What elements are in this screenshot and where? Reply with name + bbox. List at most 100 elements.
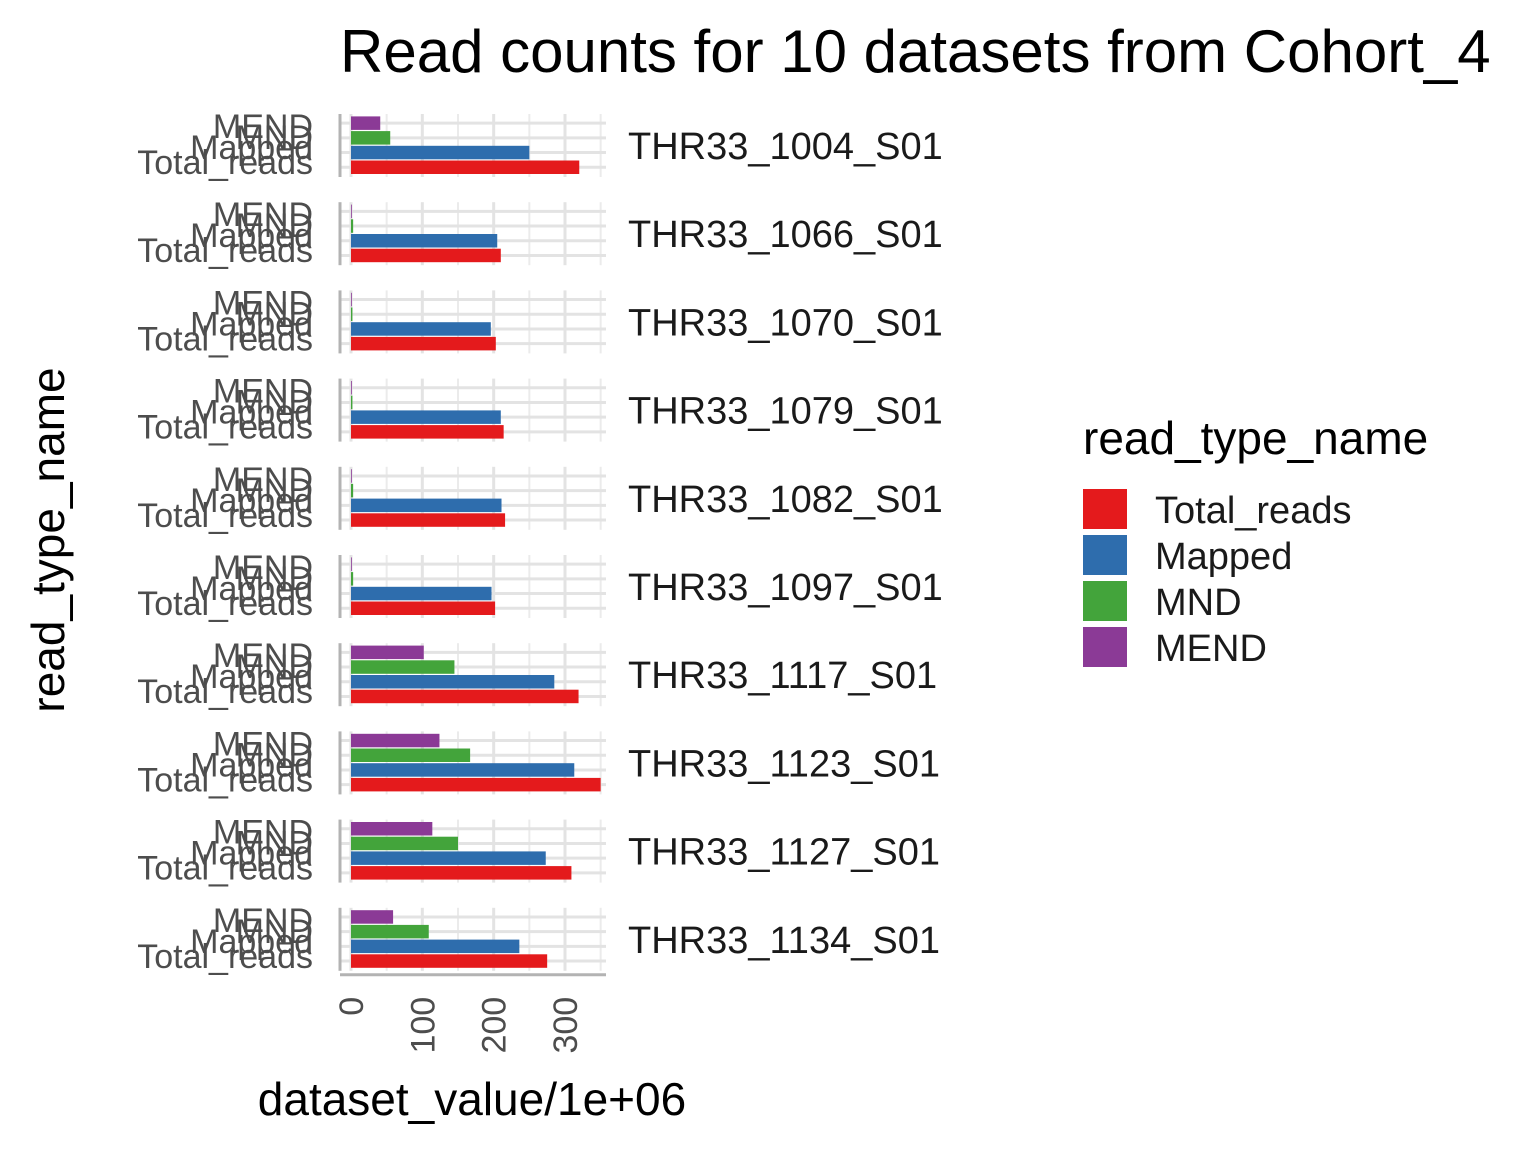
bar-mend bbox=[351, 645, 424, 660]
bar-mnd bbox=[351, 924, 429, 939]
facet-strip-label: THR33_1079_S01 bbox=[628, 391, 943, 433]
bar-total-reads bbox=[351, 601, 496, 615]
y-tick-label: Total_reads bbox=[137, 761, 313, 799]
bar-mnd bbox=[351, 483, 354, 498]
bar-total-reads bbox=[351, 777, 601, 792]
y-tick-label: MND bbox=[236, 736, 313, 774]
legend-key bbox=[1083, 535, 1127, 575]
y-tick-label: Total_reads bbox=[137, 409, 313, 447]
y-tick-label: MND bbox=[236, 648, 313, 686]
legend-label: MND bbox=[1155, 582, 1242, 624]
y-tick-label: MEND bbox=[213, 284, 313, 322]
bar-mnd bbox=[351, 131, 391, 145]
facet-strip-label: THR33_1123_S01 bbox=[628, 743, 940, 785]
bar-mend bbox=[351, 381, 352, 395]
y-axis-title: read_type_name bbox=[22, 367, 74, 712]
bar-mapped bbox=[351, 322, 491, 336]
y-tick-label: Total_reads bbox=[137, 850, 313, 888]
x-tick-label: 200 bbox=[476, 997, 514, 1054]
x-tick-label: 100 bbox=[404, 997, 442, 1054]
facet-strip-label: THR33_1004_S01 bbox=[628, 126, 943, 168]
y-tick-label: MEND bbox=[213, 814, 313, 852]
facet-strip-label: THR33_1066_S01 bbox=[628, 214, 943, 256]
y-tick-label: MEND bbox=[213, 108, 313, 146]
bar-total-reads bbox=[351, 248, 501, 263]
bar-mapped bbox=[351, 410, 501, 424]
x-tick-label: 0 bbox=[333, 997, 371, 1016]
bar-mend bbox=[351, 469, 352, 483]
y-tick-label: MEND bbox=[213, 725, 313, 763]
y-tick-label: Total_reads bbox=[137, 232, 313, 270]
bar-mnd bbox=[351, 395, 353, 410]
bar-total-reads bbox=[351, 336, 496, 351]
facet-strip-label: THR33_1097_S01 bbox=[628, 567, 943, 609]
y-tick-label: Mapped bbox=[190, 570, 313, 608]
y-tick-label: Total_reads bbox=[137, 673, 313, 711]
bar-mnd bbox=[351, 748, 471, 762]
y-tick-label: MND bbox=[236, 560, 313, 598]
x-tick-label: 300 bbox=[547, 997, 585, 1054]
bar-mnd bbox=[351, 307, 353, 321]
legend-label: Mapped bbox=[1155, 536, 1292, 578]
y-tick-label: Total_reads bbox=[137, 585, 313, 623]
bar-mnd bbox=[351, 219, 354, 233]
bar-mapped bbox=[351, 675, 555, 689]
bar-mend bbox=[351, 204, 352, 219]
bar-mapped bbox=[351, 586, 492, 601]
legend-label: Total_reads bbox=[1155, 490, 1351, 532]
y-tick-label: MEND bbox=[213, 549, 313, 587]
bar-mend bbox=[351, 733, 440, 748]
bar-total-reads bbox=[351, 689, 579, 704]
bar-mapped bbox=[351, 234, 498, 248]
chart-title: Read counts for 10 datasets from Cohort_… bbox=[340, 18, 1491, 85]
y-tick-label: Total_reads bbox=[137, 938, 313, 976]
y-tick-label: Total_reads bbox=[137, 144, 313, 182]
bar-mnd bbox=[351, 660, 455, 674]
facet-strip-label: THR33_1082_S01 bbox=[628, 479, 943, 521]
y-tick-label: MND bbox=[236, 825, 313, 863]
y-tick-label: Total_reads bbox=[137, 497, 313, 535]
y-tick-label: Mapped bbox=[190, 305, 313, 343]
bar-total-reads bbox=[351, 513, 506, 527]
bar-mapped bbox=[351, 763, 575, 777]
bar-total-reads bbox=[351, 866, 572, 880]
y-tick-label: MND bbox=[236, 295, 313, 333]
x-axis: 0 100 200 300 bbox=[333, 973, 606, 1054]
y-tick-label: MND bbox=[236, 119, 313, 157]
bar-total-reads bbox=[351, 954, 548, 968]
y-tick-label: MEND bbox=[213, 196, 313, 234]
y-tick-label: Mapped bbox=[190, 835, 313, 873]
y-tick-label: MND bbox=[236, 384, 313, 422]
bar-mend bbox=[351, 557, 352, 571]
y-tick-label: Mapped bbox=[190, 129, 313, 167]
y-tick-label: MEND bbox=[213, 637, 313, 675]
bar-mend bbox=[351, 822, 433, 836]
bar-mnd bbox=[351, 836, 458, 851]
legend-label: MEND bbox=[1155, 628, 1267, 670]
y-tick-label: Mapped bbox=[190, 658, 313, 696]
y-tick-label: MEND bbox=[213, 902, 313, 940]
legend-title: read_type_name bbox=[1083, 412, 1428, 464]
bar-mend bbox=[351, 292, 352, 307]
y-tick-label: Mapped bbox=[190, 482, 313, 520]
bar-mnd bbox=[351, 572, 354, 586]
legend-key bbox=[1083, 581, 1127, 621]
bar-mapped bbox=[351, 939, 520, 954]
y-tick-label: MEND bbox=[213, 373, 313, 411]
y-tick-label: MEND bbox=[213, 461, 313, 499]
bar-mapped bbox=[351, 498, 502, 513]
y-tick-label: Total_reads bbox=[137, 320, 313, 358]
bar-total-reads bbox=[351, 425, 504, 439]
bar-total-reads bbox=[351, 160, 580, 174]
